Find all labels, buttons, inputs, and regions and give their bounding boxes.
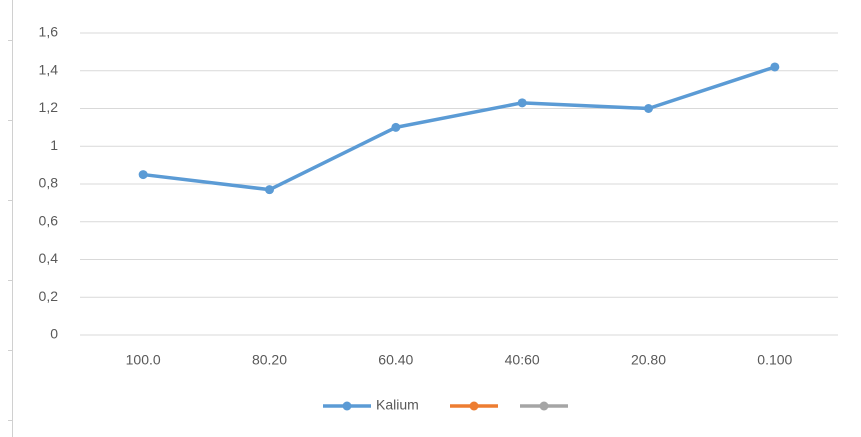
x-tick-label: 20.80 — [631, 352, 666, 368]
y-tick-label: 1,4 — [39, 61, 59, 77]
x-tick-label: 60.40 — [378, 352, 413, 368]
legend-label: Kalium — [376, 397, 419, 413]
x-tick-label: 100.0 — [126, 352, 161, 368]
y-tick-label: 0,8 — [39, 175, 59, 191]
x-tick-label: 80.20 — [252, 352, 287, 368]
x-tick-label: 40:60 — [505, 352, 540, 368]
y-tick-label: 0,2 — [39, 288, 59, 304]
y-tick-label: 0 — [50, 326, 58, 342]
series-line — [141, 65, 777, 192]
y-tick-label: 1,2 — [39, 99, 59, 115]
legend-marker — [469, 401, 479, 411]
point — [391, 122, 401, 132]
x-tick-label: 0.100 — [757, 352, 792, 368]
point — [517, 98, 527, 108]
legend-marker — [342, 401, 352, 411]
point — [770, 62, 780, 72]
y-tick-label: 0,6 — [39, 212, 59, 228]
point — [265, 185, 274, 195]
legend-marker — [539, 401, 549, 411]
y-tick-label: 1,6 — [39, 24, 59, 40]
frame-edge — [8, 0, 13, 437]
point — [138, 170, 148, 180]
y-tick-label: 1 — [50, 137, 58, 153]
point — [644, 104, 653, 113]
y-tick-label: 0,4 — [39, 250, 59, 266]
